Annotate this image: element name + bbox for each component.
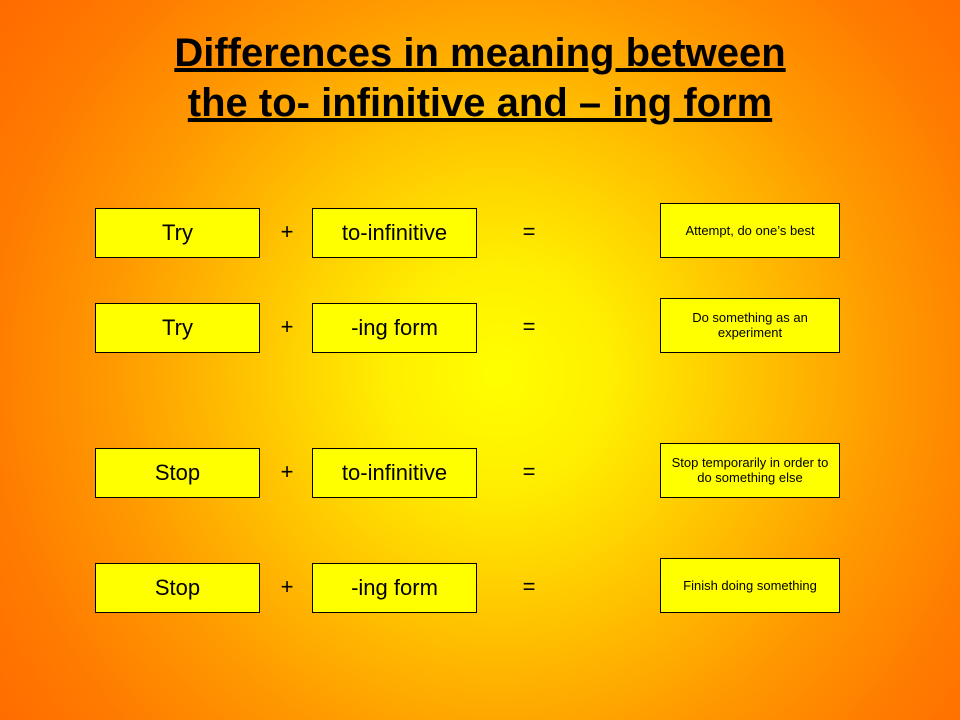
- equals-operator: =: [514, 314, 544, 340]
- form-box: to-infinitive: [312, 448, 477, 498]
- meaning-text: Attempt, do one’s best: [685, 223, 814, 238]
- meaning-box: Attempt, do one’s best: [660, 203, 840, 258]
- form-box: -ing form: [312, 563, 477, 613]
- equals-operator: =: [514, 459, 544, 485]
- equals-operator: =: [514, 574, 544, 600]
- form-text: -ing form: [351, 315, 438, 341]
- meaning-box: Do something as an experiment: [660, 298, 840, 353]
- equals-operator: =: [514, 219, 544, 245]
- verb-box: Stop: [95, 448, 260, 498]
- equation-row: Try + to-infinitive = Attempt, do one’s …: [0, 205, 960, 260]
- verb-box: Stop: [95, 563, 260, 613]
- meaning-text: Finish doing something: [683, 578, 817, 593]
- form-box: to-infinitive: [312, 208, 477, 258]
- form-text: to-infinitive: [342, 220, 447, 246]
- slide-title: Differences in meaning between the to- i…: [0, 0, 960, 128]
- plus-operator: +: [272, 574, 302, 600]
- title-line-2: the to- infinitive and – ing form: [188, 81, 772, 125]
- title-line-1: Differences in meaning between: [174, 31, 785, 75]
- form-box: -ing form: [312, 303, 477, 353]
- verb-text: Try: [162, 220, 193, 246]
- equation-row: Try + -ing form = Do something as an exp…: [0, 300, 960, 355]
- slide-content: Differences in meaning between the to- i…: [0, 0, 960, 720]
- equation-row: Stop + to-infinitive = Stop temporarily …: [0, 445, 960, 500]
- verb-text: Stop: [155, 460, 200, 486]
- meaning-text: Stop temporarily in order to do somethin…: [667, 455, 833, 485]
- verb-box: Try: [95, 303, 260, 353]
- plus-operator: +: [272, 314, 302, 340]
- equation-row: Stop + -ing form = Finish doing somethin…: [0, 560, 960, 615]
- verb-text: Try: [162, 315, 193, 341]
- plus-operator: +: [272, 459, 302, 485]
- meaning-box: Finish doing something: [660, 558, 840, 613]
- verb-text: Stop: [155, 575, 200, 601]
- verb-box: Try: [95, 208, 260, 258]
- meaning-box: Stop temporarily in order to do somethin…: [660, 443, 840, 498]
- form-text: -ing form: [351, 575, 438, 601]
- meaning-text: Do something as an experiment: [667, 310, 833, 340]
- form-text: to-infinitive: [342, 460, 447, 486]
- plus-operator: +: [272, 219, 302, 245]
